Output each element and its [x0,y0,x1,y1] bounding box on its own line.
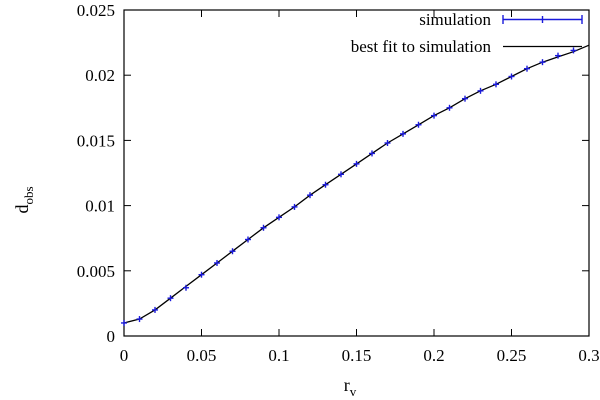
simulation-point [183,284,189,291]
legend-label-simulation: simulation [419,10,491,29]
plot-border [123,9,590,337]
simulation-point [508,73,515,80]
simulation-point [570,47,577,54]
x-tick-label: 0.1 [268,346,289,365]
x-tick-label: 0 [120,346,129,365]
y-tick-label: 0.025 [77,1,115,20]
legend: simulation best fit to simulation [351,10,583,56]
fit-curve [123,44,590,324]
plot-frame [123,9,590,337]
tick-labels-layer: 0 0.05 0.1 0.15 0.2 0.25 0.3 0 0.005 0.01 0.015 0.0… [77,1,600,365]
simulation-point [539,59,546,66]
simulation-point [291,203,298,210]
simulation-point [276,214,282,221]
simulation-point [384,140,391,147]
simulation-point [152,306,158,313]
x-tick-label: 0.2 [423,346,444,365]
simulation-point [555,52,561,59]
y-tick-label: 0.02 [85,66,115,85]
simulation-point [198,271,205,278]
x-tick-label: 0.25 [497,346,527,365]
x-axis-label: rv [344,375,357,399]
simulation-point [322,181,329,188]
y-axis-label: dobs [12,186,36,213]
x-axis-label-main: r [344,375,350,395]
legend-key-simulation [502,15,583,24]
simulation-point [524,65,530,72]
axis-ticks [123,9,590,337]
simulation-point [353,160,360,167]
simulation-point [121,319,127,326]
simulation-point [245,236,251,243]
x-tick-label: 0.3 [578,346,599,365]
y-axis-label-main: d [12,205,32,214]
simulation-point [214,259,220,266]
x-tick-label: 0.05 [187,346,217,365]
legend-label-fit: best fit to simulation [351,37,492,56]
simulation-point [260,224,267,231]
simulation-point [462,95,468,102]
x-tick-label: 0.15 [342,346,372,365]
simulation-point [493,81,499,88]
y-axis-label-subscript: obs [21,186,36,204]
fit-series-layer [123,44,590,324]
simulation-point [431,112,437,119]
y-tick-label: 0.01 [85,197,115,216]
simulation-point [338,171,344,178]
simulation-series-layer [121,47,577,326]
simulation-point [415,121,422,128]
simulation-point [446,104,453,111]
simulation-point [477,87,484,94]
simulation-point [136,316,143,323]
simulation-point [307,192,313,199]
simulation-point [167,295,174,302]
simulation-point [369,150,375,157]
y-tick-label: 0.015 [77,131,115,150]
simulation-point [229,248,236,255]
simulation-point [400,130,406,137]
x-axis-label-subscript: v [350,384,357,399]
y-tick-label: 0 [107,327,116,346]
y-tick-label: 0.005 [77,262,115,281]
